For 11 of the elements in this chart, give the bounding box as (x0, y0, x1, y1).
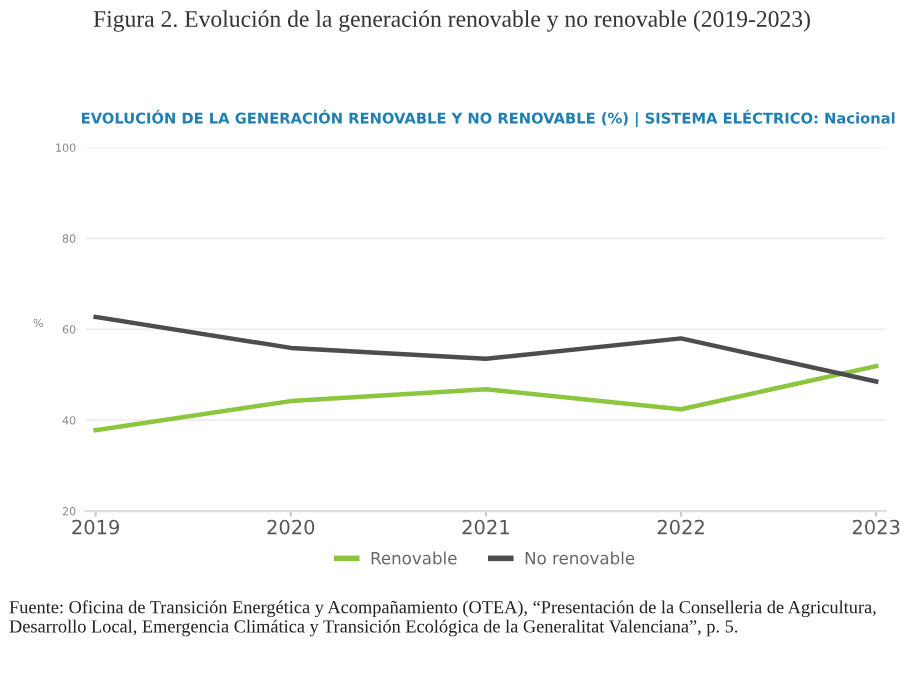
x-tick-label: 2023 (852, 519, 900, 535)
chart-title: Figura 2. Evolución de la generación renovable y no renovable (2019-2023) (93, 10, 810, 32)
x-tick-label: 2021 (462, 519, 509, 535)
x-tick-label: 2020 (267, 519, 315, 535)
legend-label: No renovable (525, 551, 635, 565)
x-tick-label: 2019 (72, 519, 120, 535)
line-series (93, 314, 879, 384)
x-tick-label: 2022 (657, 519, 704, 535)
legend-label: Renovable (371, 551, 457, 565)
line-series (93, 363, 879, 433)
source-note: Fuente: Oficina de Transición Energética y Acompañamiento (OTEA), “Presentación de la Conselleria de Agricultura, Desarrollo Local, Emergencia Climática y Transición Ecológica de la Generalitat Valenciana”, p. 5. (9, 600, 876, 637)
